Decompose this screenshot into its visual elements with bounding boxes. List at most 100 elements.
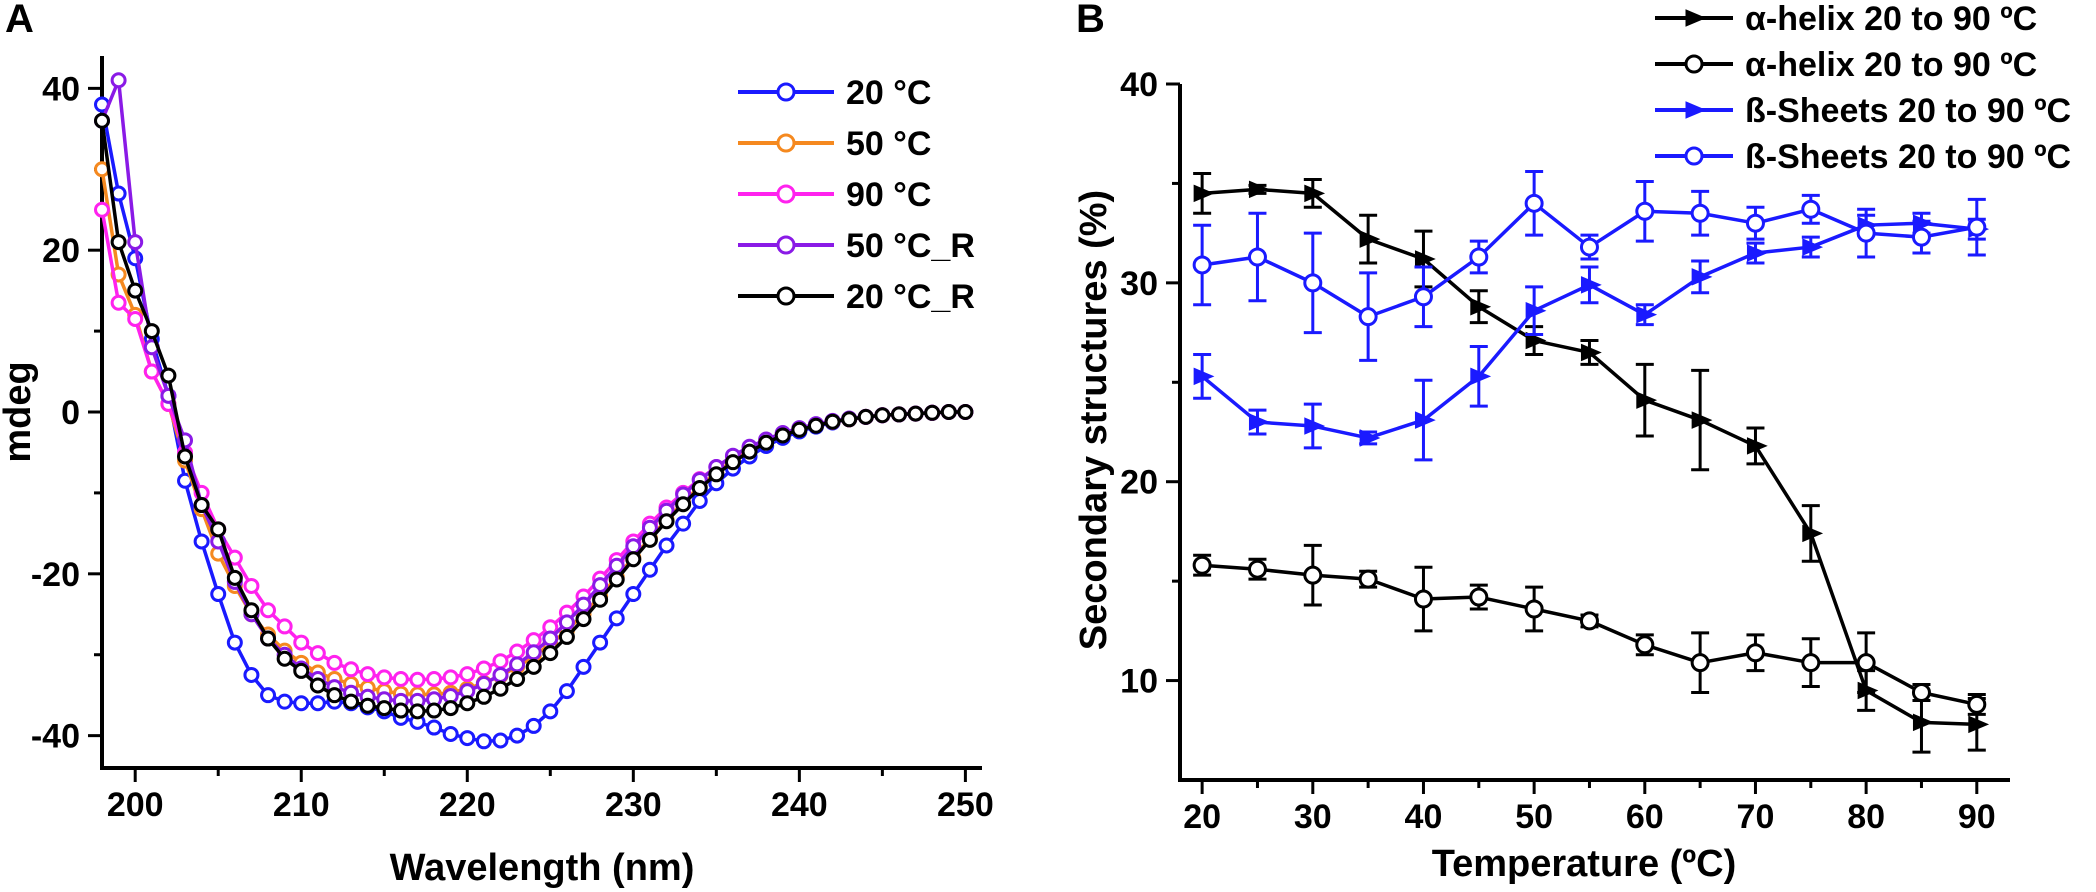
data-point-marker xyxy=(359,666,376,683)
data-point-marker xyxy=(1685,9,1707,27)
data-point-marker xyxy=(276,650,293,667)
data-point-marker xyxy=(592,591,609,608)
data-point-marker xyxy=(525,717,542,734)
data-point-marker xyxy=(1801,199,1821,219)
data-point-marker xyxy=(475,660,492,677)
panel-B: 20 30 40 50 60 70 80 90 10 20 30 40 Temperature (ºC)… xyxy=(1073,0,2071,885)
legend-label: 20 °C xyxy=(846,74,931,112)
data-point-marker xyxy=(1414,411,1436,429)
data-point-marker xyxy=(1247,247,1267,267)
data-point-marker xyxy=(94,201,110,218)
data-point-marker xyxy=(641,561,658,578)
data-point-marker xyxy=(691,493,708,509)
data-point-marker xyxy=(1684,146,1704,166)
panel-A: 200 210 220 230 240 250 -40 -20 0 20 40 Wavelength … xyxy=(0,0,994,889)
data-point-marker xyxy=(1690,203,1710,223)
data-point-marker xyxy=(1359,230,1381,248)
data-point-marker xyxy=(110,234,127,251)
data-point-marker xyxy=(1358,569,1378,589)
data-point-marker xyxy=(1304,184,1326,203)
data-point-marker xyxy=(1968,715,1990,734)
data-point-marker xyxy=(774,427,791,444)
x-tick-label: 220 xyxy=(439,786,496,824)
data-point-marker xyxy=(110,294,127,311)
data-point-marker xyxy=(1911,227,1931,247)
x-tick-label: 30 xyxy=(1294,798,1332,836)
data-point-marker xyxy=(1470,367,1492,386)
data-point-marker xyxy=(776,184,796,204)
data-point-marker xyxy=(260,687,277,704)
series-A-2 xyxy=(94,201,974,688)
y-tick-label: -40 xyxy=(31,718,80,756)
x-axis-title: Wavelength (nm) xyxy=(390,847,695,889)
data-point-marker xyxy=(542,630,559,647)
legend-label: α-helix 20 to 90 ºC xyxy=(1745,46,2037,84)
panel-label: B xyxy=(1076,0,1105,41)
series-B-0 xyxy=(1193,171,1990,754)
data-point-marker xyxy=(1579,237,1599,257)
data-point-marker xyxy=(143,363,160,380)
x-tick-label: 230 xyxy=(605,786,662,824)
data-point-marker xyxy=(492,680,509,697)
data-point-marker xyxy=(824,413,841,430)
data-point-marker xyxy=(924,404,941,421)
data-point-marker xyxy=(957,404,974,420)
data-point-marker xyxy=(1684,54,1704,74)
data-point-marker xyxy=(392,702,409,719)
x-tick-label: 20 xyxy=(1183,798,1221,836)
series-A-4 xyxy=(94,112,974,720)
data-point-marker xyxy=(1856,653,1876,673)
data-point-marker xyxy=(1635,635,1655,655)
data-point-marker xyxy=(708,466,725,483)
data-point-marker xyxy=(1247,559,1267,579)
series-line xyxy=(100,209,966,682)
data-point-marker xyxy=(392,671,409,687)
data-point-marker xyxy=(1802,524,1824,543)
data-point-marker xyxy=(758,434,775,451)
data-point-marker xyxy=(1580,276,1602,294)
data-point-marker xyxy=(343,661,360,678)
data-point-marker xyxy=(459,730,476,747)
data-point-marker xyxy=(509,671,526,687)
data-point-marker xyxy=(127,310,144,327)
data-point-marker xyxy=(592,577,609,594)
data-point-marker xyxy=(226,634,243,651)
data-point-marker xyxy=(658,513,675,530)
series-line xyxy=(100,78,966,703)
series-B-1 xyxy=(1192,543,1987,716)
data-point-marker xyxy=(1524,193,1544,213)
y-axis-title: mdeg xyxy=(0,361,39,462)
data-point-marker xyxy=(791,421,808,438)
data-point-marker xyxy=(890,406,907,423)
data-point-marker xyxy=(741,443,758,460)
data-point-marker xyxy=(841,411,858,428)
data-point-marker xyxy=(143,323,160,340)
data-point-marker xyxy=(509,643,526,660)
data-point-marker xyxy=(409,703,426,720)
data-point-marker xyxy=(1304,417,1326,435)
data-point-marker xyxy=(1967,217,1987,237)
y-tick-label: 30 xyxy=(1120,265,1158,303)
data-point-marker xyxy=(575,596,592,613)
data-point-marker xyxy=(558,683,575,700)
data-point-marker xyxy=(376,669,393,686)
data-point-marker xyxy=(608,610,625,627)
x-tick-label: 80 xyxy=(1847,798,1885,836)
y-tick-label: 40 xyxy=(42,70,80,108)
data-point-marker xyxy=(724,454,741,471)
data-point-marker xyxy=(625,551,642,568)
data-point-marker xyxy=(309,645,326,662)
data-point-marker xyxy=(874,407,891,424)
data-point-marker xyxy=(442,669,459,686)
legend-label: 20 °C_R xyxy=(846,278,975,316)
data-point-marker xyxy=(1745,213,1765,233)
data-point-marker xyxy=(475,733,492,750)
data-point-marker xyxy=(1303,565,1323,585)
data-point-marker xyxy=(1636,391,1658,409)
data-point-marker xyxy=(260,602,277,619)
y-tick-label: -20 xyxy=(31,556,80,594)
y-axis-title: Secondary structures (%) xyxy=(1073,190,1115,650)
data-point-marker xyxy=(658,537,675,554)
y-tick-label: 10 xyxy=(1120,663,1158,701)
legend-B: α-helix 20 to 90 ºC α-helix 20 to 90 ºC ß-… xyxy=(1655,0,2071,176)
